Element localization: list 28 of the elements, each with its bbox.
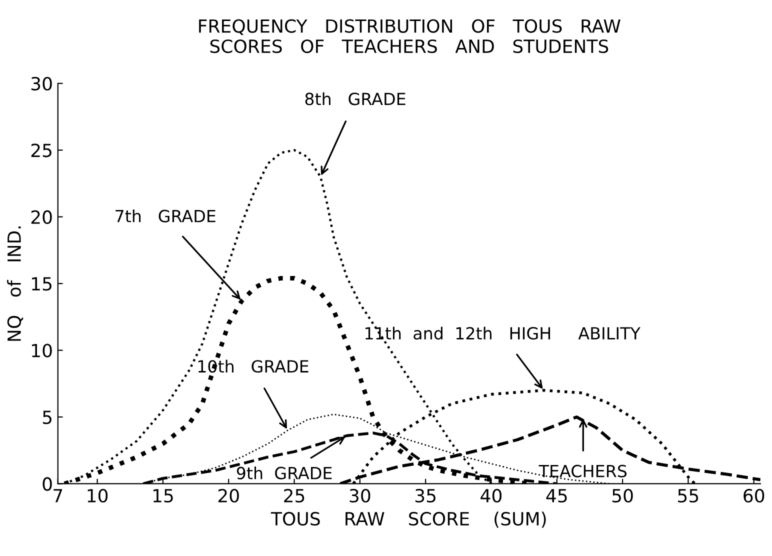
y-tick-label: 20	[31, 210, 52, 224]
annotation: 10th GRADE	[198, 360, 308, 373]
x-tick-label: 35	[415, 488, 436, 503]
annotation: TEACHERS	[538, 464, 627, 478]
x-tick-label: 40	[480, 488, 502, 503]
x-tick-label: 60	[744, 488, 764, 503]
x-tick-label: 45	[546, 489, 567, 503]
x-tick-label: 30	[350, 488, 370, 503]
annotation: 8th GRADE	[305, 92, 406, 106]
chart-title: FREQUENCY DISTRIBUTION OF TOUS RAW SCORES OF TEACHERS AND STUDENTS	[199, 19, 620, 54]
y-tick-label: 0	[42, 477, 52, 491]
x-tick-label: 55	[678, 489, 698, 503]
y-tick-label: 25	[31, 144, 52, 158]
x-axis-title: TOUS RAW SCORE (SUM)	[270, 512, 546, 528]
x-tick-label: 50	[612, 488, 633, 503]
x-tick-label: 7	[54, 489, 62, 502]
y-tick-label: 30	[31, 76, 52, 91]
annotation: 7th GRADE	[116, 210, 216, 222]
x-tick-label: 10	[88, 488, 108, 503]
annotation: 9th GRADE	[236, 466, 332, 480]
x-tick-label: 15	[153, 489, 173, 503]
x-tick-label: 20	[218, 488, 239, 503]
y-tick-label: 15	[32, 277, 52, 291]
annotation: 11th and 12th HIGH ABILITY	[366, 326, 640, 340]
y-axis-title: NQ of IND.	[7, 226, 24, 341]
x-tick-label: 25	[284, 488, 304, 503]
y-tick-label: 10	[32, 344, 52, 358]
y-tick-label: 5	[42, 410, 52, 424]
